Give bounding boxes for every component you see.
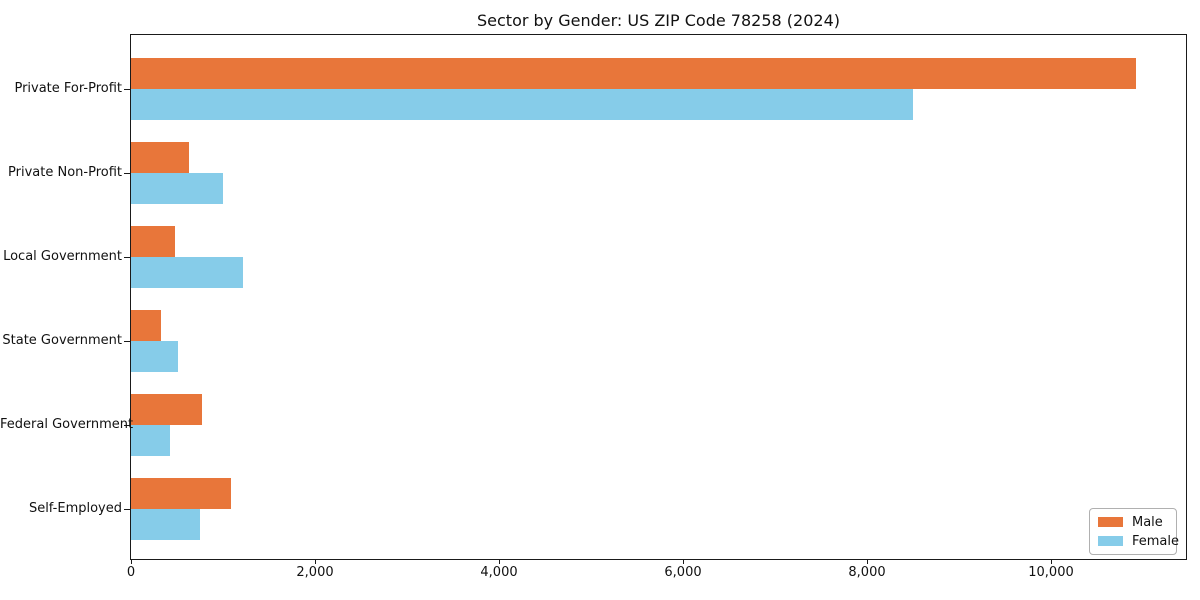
x-tick-mark: [683, 559, 684, 564]
y-tick-mark: [124, 89, 130, 90]
y-tick-label-federal-government: Federal Government: [0, 417, 134, 432]
y-tick-label-local-government: Local Government: [3, 249, 122, 264]
bar-male-local-government: [131, 226, 175, 257]
y-tick-label-private-non-profit: Private Non-Profit: [8, 165, 122, 180]
y-tick-label-state-government: State Government: [2, 333, 122, 348]
x-tick-label-0: 0: [126, 565, 136, 580]
legend-entry-male: Male: [1098, 516, 1168, 529]
x-tick-label-2-000: 2,000: [296, 565, 334, 580]
legend: Male Female: [1089, 508, 1179, 555]
plot-area: [130, 34, 1187, 560]
chart-title: Sector by Gender: US ZIP Code 78258 (202…: [477, 11, 840, 30]
y-tick-mark: [124, 173, 130, 174]
y-tick-label-private-for-profit: Private For-Profit: [14, 81, 122, 96]
x-tick-mark: [867, 559, 868, 564]
legend-label-male: Male: [1132, 514, 1163, 530]
legend-swatch-male: [1098, 517, 1123, 527]
bar-female-private-for-profit: [131, 89, 913, 120]
y-tick-label-self-employed: Self-Employed: [28, 501, 122, 516]
bar-male-private-for-profit: [131, 58, 1136, 89]
bar-male-federal-government: [131, 394, 202, 425]
y-tick-mark: [124, 257, 130, 258]
y-tick-mark: [124, 509, 130, 510]
x-tick-label-4-000: 4,000: [480, 565, 518, 580]
legend-entry-female: Female: [1098, 535, 1179, 548]
x-tick-mark: [315, 559, 316, 564]
x-tick-label-10-000: 10,000: [1028, 565, 1074, 580]
bar-female-federal-government: [131, 425, 170, 456]
x-tick-label-8-000: 8,000: [848, 565, 886, 580]
bar-male-private-non-profit: [131, 142, 189, 173]
legend-swatch-female: [1098, 536, 1123, 546]
bar-male-state-government: [131, 310, 161, 341]
x-tick-mark: [1051, 559, 1052, 564]
bar-female-state-government: [131, 341, 178, 372]
x-tick-label-6-000: 6,000: [664, 565, 702, 580]
legend-label-female: Female: [1132, 533, 1180, 549]
x-tick-mark: [499, 559, 500, 564]
x-tick-mark: [131, 559, 132, 564]
bar-male-self-employed: [131, 478, 231, 509]
bar-female-self-employed: [131, 509, 200, 540]
bar-female-private-non-profit: [131, 173, 223, 204]
y-tick-mark: [124, 425, 130, 426]
y-tick-mark: [124, 341, 130, 342]
bar-female-local-government: [131, 257, 243, 288]
